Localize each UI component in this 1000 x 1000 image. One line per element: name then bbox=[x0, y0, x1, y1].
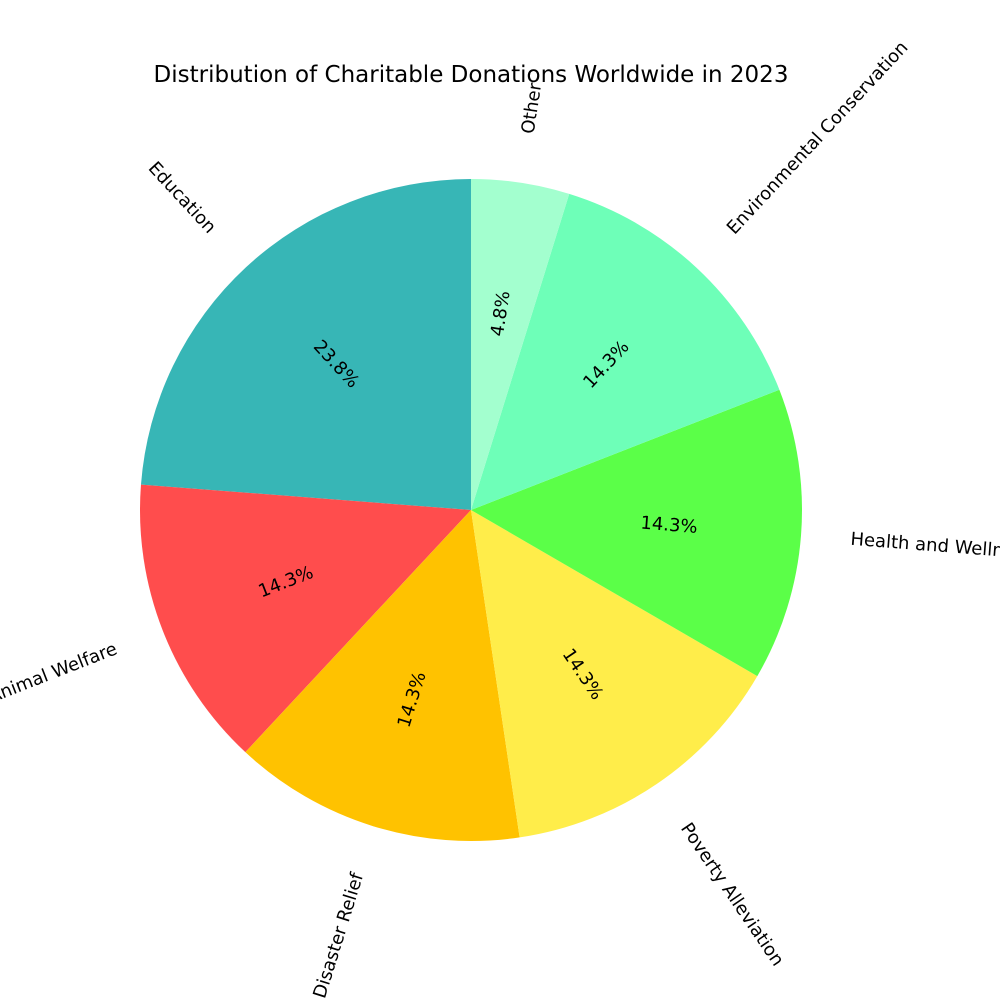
slice-label-environmental-conservation: Environmental Conservation bbox=[723, 37, 913, 238]
pie-slice-disaster-relief bbox=[245, 510, 520, 841]
slice-label-poverty-alleviation: Poverty Alleviation bbox=[676, 819, 788, 970]
pie-slice-environmental-conservation bbox=[471, 193, 780, 511]
pie-slice-education bbox=[140, 179, 471, 510]
slice-label-other: Other bbox=[518, 81, 547, 135]
chart-title: Distribution of Charitable Donations Wor… bbox=[153, 62, 789, 88]
slice-label-education: Education bbox=[144, 158, 220, 238]
slice-label-health-and-wellness: Health and Wellness bbox=[850, 529, 1000, 564]
pie-slice-poverty-alleviation bbox=[471, 510, 758, 838]
pie-slice-health-and-wellness bbox=[471, 389, 802, 677]
pct-label-health-and-wellness: 14.3% bbox=[640, 513, 699, 538]
pie-slice-animal-welfare bbox=[140, 484, 472, 753]
pie-slice-other bbox=[471, 179, 570, 510]
slice-label-animal-welfare: Animal Welfare bbox=[0, 639, 120, 708]
slice-label-disaster-relief: Disaster Relief bbox=[309, 870, 368, 1000]
